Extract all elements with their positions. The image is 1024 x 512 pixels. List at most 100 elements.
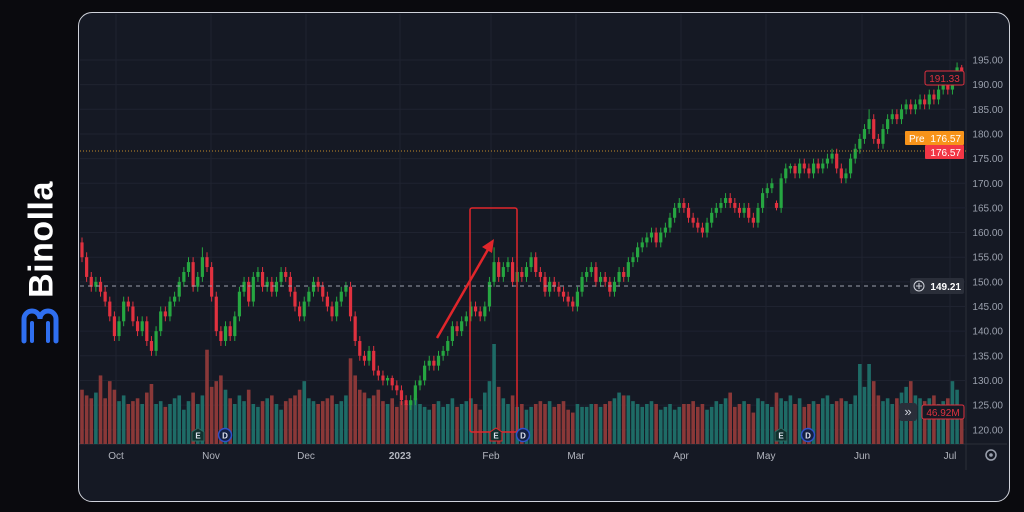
candle-body	[210, 267, 214, 297]
candle-body	[779, 178, 783, 208]
candle-body	[733, 202, 737, 208]
candle	[372, 345, 376, 376]
candle	[598, 271, 603, 287]
candle-body	[395, 385, 399, 391]
candle	[455, 321, 459, 337]
candle	[686, 202, 691, 223]
candle	[469, 301, 473, 322]
price-tick-label: 150.00	[972, 277, 1003, 288]
volume-bar	[631, 401, 635, 444]
candle	[636, 242, 640, 263]
scroll-to-latest-button[interactable]: »	[899, 403, 917, 421]
binolla-logo-icon	[21, 308, 59, 344]
candle	[552, 276, 556, 292]
candle-body	[566, 296, 570, 302]
trend-arrow	[435, 245, 492, 339]
candle	[506, 257, 510, 272]
volume-bar	[478, 409, 482, 444]
last-price-label: 191.33	[924, 70, 965, 86]
candle-body	[372, 350, 376, 371]
candle-body	[534, 257, 538, 272]
volume-bar	[228, 398, 232, 444]
candle	[237, 286, 242, 322]
candle	[251, 271, 255, 307]
volume-bar	[297, 389, 302, 444]
candle	[918, 94, 922, 110]
candle-body	[594, 267, 598, 282]
candle-body	[473, 306, 478, 312]
candle-body	[214, 296, 218, 332]
candle-body	[649, 232, 654, 238]
volume-bar	[756, 398, 760, 444]
dividend-event-icon[interactable]: D	[515, 427, 531, 443]
crosshair-price-label[interactable]: 149.21	[910, 278, 964, 294]
volume-bar	[922, 401, 927, 444]
candle	[298, 301, 302, 322]
candle	[765, 183, 769, 199]
candle-body	[700, 227, 705, 233]
volume-bar	[807, 404, 811, 444]
price-tick-label: 180.00	[972, 129, 1003, 140]
candle	[932, 89, 936, 105]
candle	[543, 271, 547, 297]
candle	[705, 217, 709, 238]
candle-body	[131, 306, 135, 322]
candle	[830, 148, 834, 164]
candles	[80, 62, 964, 411]
candle-body	[94, 281, 98, 287]
candle	[311, 276, 316, 297]
volume-bar	[483, 392, 487, 444]
candle-body	[274, 281, 279, 292]
volume-bar	[501, 398, 506, 444]
candle-body	[881, 129, 885, 144]
volume-bar	[260, 401, 265, 444]
candle	[149, 336, 154, 356]
add-alert-icon[interactable]	[913, 280, 925, 292]
volume-bar	[552, 406, 557, 444]
volume-bar	[598, 406, 603, 444]
candle-body	[168, 301, 172, 317]
candle	[691, 212, 695, 228]
candle-body	[173, 296, 177, 302]
candle-body	[617, 271, 621, 282]
candle-body	[335, 301, 339, 317]
candle	[862, 124, 867, 144]
dividend-event-icon[interactable]: D	[800, 427, 816, 443]
candle	[561, 286, 566, 302]
volume-label: 46.92M	[921, 404, 965, 420]
earnings-event-icon[interactable]: E	[489, 427, 503, 442]
volume-bar	[853, 395, 858, 444]
candle-body	[302, 301, 306, 317]
volume-bar	[783, 401, 788, 444]
volume-bar	[325, 398, 330, 444]
volume-bar	[320, 401, 325, 444]
candle-body	[654, 232, 658, 243]
settings-gear-icon[interactable]	[985, 449, 997, 461]
candle-body	[770, 183, 774, 189]
dividend-event-icon[interactable]: D	[217, 427, 233, 443]
candle-body	[659, 232, 663, 243]
candle	[723, 193, 728, 208]
volume-bar	[862, 386, 867, 444]
candle-body	[844, 173, 848, 179]
candle-body	[705, 222, 709, 233]
candle-body	[159, 311, 163, 332]
candle-body	[904, 104, 908, 110]
candle-body	[835, 153, 839, 169]
double-chevron-right-icon[interactable]: »	[904, 404, 911, 419]
volume-bar	[612, 398, 617, 444]
candle	[362, 350, 367, 366]
candle-body	[691, 217, 695, 223]
volume-bar	[510, 395, 515, 444]
candle	[140, 316, 144, 337]
volume-bar	[496, 386, 501, 444]
svg-text:D: D	[222, 432, 228, 441]
candle	[196, 271, 200, 292]
earnings-event-icon[interactable]: E	[774, 427, 788, 442]
candle	[867, 109, 871, 134]
volume-bar	[520, 404, 524, 444]
candle	[497, 257, 501, 282]
volume-bar	[825, 395, 830, 444]
earnings-event-icon[interactable]: E	[191, 427, 205, 442]
